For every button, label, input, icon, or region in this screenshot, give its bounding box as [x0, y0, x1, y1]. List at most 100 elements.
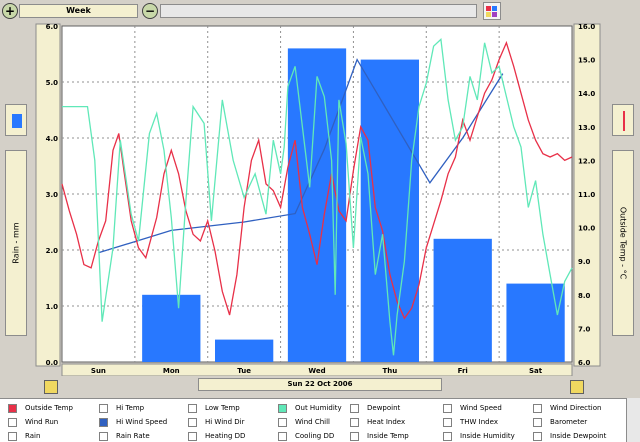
right-tick-label: 12.0 [578, 157, 595, 165]
legend-item-heat-index[interactable]: Heat Index [350, 415, 405, 429]
legend-item-outside-temp[interactable]: Outside Temp [8, 401, 73, 415]
weather-chart: 0.0 1.0 2.0 3.0 4.0 5.0 6.0 6.0 7.0 8.0 9.0 10.0 11.… [35, 23, 601, 376]
legend-checkbox[interactable] [533, 417, 542, 427]
legend-checkbox[interactable] [8, 417, 17, 427]
right-tick-label: 7.0 [578, 325, 591, 333]
legend-item-dewpoint[interactable]: Dewpoint [350, 401, 400, 415]
legend-label: Low Temp [205, 404, 240, 412]
legend-checkbox[interactable] [99, 417, 108, 427]
legend-label: Inside Dewpoint [550, 432, 607, 440]
time-scrollbar[interactable] [160, 4, 477, 18]
legend-label: THW Index [460, 418, 498, 426]
rain-bar [433, 238, 492, 362]
legend-item-low-temp[interactable]: Low Temp [188, 401, 240, 415]
left-tick-label: 0.0 [46, 359, 59, 367]
color-palette-button[interactable] [483, 2, 501, 20]
minus-icon: − [144, 4, 156, 18]
legend-item-hi-temp[interactable]: Hi Temp [99, 401, 144, 415]
legend-label: Inside Humidity [460, 432, 515, 440]
legend-label: Wind Direction [550, 404, 602, 412]
legend-item-wind-speed[interactable]: Wind Speed [443, 401, 502, 415]
right-tick-label: 11.0 [578, 191, 595, 199]
legend-item-rain[interactable]: Rain [8, 429, 40, 442]
legend-label: Wind Speed [460, 404, 502, 412]
right-tick-label: 14.0 [578, 90, 595, 98]
legend-label: Heat Index [367, 418, 406, 426]
left-tick-label: 4.0 [46, 135, 59, 143]
left-axis-label-box: Rain - mm [5, 150, 27, 336]
legend-item-cooling-dd[interactable]: Cooling DD [278, 429, 334, 442]
right-tick-label: 6.0 [578, 359, 591, 367]
legend-checkbox[interactable] [443, 417, 452, 427]
legend-checkbox[interactable] [188, 417, 197, 427]
legend-checkbox[interactable] [350, 431, 359, 441]
left-lock-icon[interactable] [44, 380, 58, 394]
zoom-in-button[interactable]: + [2, 3, 18, 19]
legend-checkbox[interactable] [278, 403, 287, 413]
period-selector[interactable]: Week [19, 4, 138, 18]
palette-icon [486, 6, 497, 17]
legend-item-inside-dewpoint[interactable]: Inside Dewpoint [533, 429, 606, 442]
legend-checkbox[interactable] [278, 431, 287, 441]
legend-item-rain-rate[interactable]: Rain Rate [99, 429, 150, 442]
legend-checkbox[interactable] [188, 403, 197, 413]
x-tick-label: Fri [458, 367, 468, 375]
x-tick-label: Wed [308, 367, 325, 375]
legend-item-inside-temp[interactable]: Inside Temp [350, 429, 409, 442]
rain-bar [506, 283, 565, 362]
legend-checkbox[interactable] [443, 431, 452, 441]
legend-checkbox[interactable] [533, 403, 542, 413]
right-tick-label: 13.0 [578, 124, 595, 132]
x-tick-label: Sun [91, 367, 106, 375]
x-axis-strip [61, 363, 573, 376]
legend-item-heating-dd[interactable]: Heating DD [188, 429, 245, 442]
legend-checkbox[interactable] [188, 431, 197, 441]
left-tick-label: 3.0 [46, 191, 59, 199]
legend-panel: Outside Temp Hi Temp Low Temp Out Humidity D… [0, 398, 626, 442]
right-tick-label: 9.0 [578, 258, 591, 266]
legend-item-wind-direction[interactable]: Wind Direction [533, 401, 601, 415]
date-label: Sun 22 Oct 2006 [287, 380, 353, 388]
right-axis-strip [573, 23, 601, 367]
legend-checkbox[interactable] [8, 431, 17, 441]
legend-checkbox[interactable] [278, 417, 287, 427]
legend-item-wind-run[interactable]: Wind Run [8, 415, 58, 429]
x-tick-label: Sat [529, 367, 543, 375]
legend-item-inside-humidity[interactable]: Inside Humidity [443, 429, 515, 442]
right-tick-label: 16.0 [578, 23, 595, 31]
left-tick-label: 6.0 [46, 23, 59, 31]
legend-label: Hi Temp [116, 404, 145, 412]
right-tick-label: 15.0 [578, 57, 595, 65]
rain-bar [142, 294, 201, 362]
legend-checkbox[interactable] [99, 403, 108, 413]
right-lock-icon[interactable] [570, 380, 584, 394]
legend-label: Hi Wind Speed [116, 418, 168, 426]
temp-swatch-icon [623, 111, 625, 131]
legend-label: Heating DD [205, 432, 246, 440]
outside-temp-line [61, 40, 573, 320]
legend-checkbox[interactable] [99, 431, 108, 441]
left-tick-label: 2.0 [46, 247, 59, 255]
legend-item-hi-wind-dir[interactable]: Hi Wind Dir [188, 415, 244, 429]
zoom-out-button[interactable]: − [142, 3, 158, 19]
legend-checkbox[interactable] [350, 403, 359, 413]
left-axis-strip [35, 23, 61, 367]
legend-item-wind-chill[interactable]: Wind Chill [278, 415, 330, 429]
legend-item-barometer[interactable]: Barometer [533, 415, 587, 429]
right-tick-label: 8.0 [578, 292, 591, 300]
legend-scrollbar[interactable] [626, 398, 640, 442]
legend-label: Rain [25, 432, 41, 440]
left-axis-swatch[interactable] [5, 104, 27, 136]
legend-checkbox[interactable] [533, 431, 542, 441]
legend-item-thw-index[interactable]: THW Index [443, 415, 498, 429]
legend-checkbox[interactable] [350, 417, 359, 427]
legend-item-out-humidity[interactable]: Out Humidity [278, 401, 342, 415]
legend-label: Dewpoint [367, 404, 401, 412]
x-tick-label: Thu [382, 367, 397, 375]
left-tick-label: 5.0 [46, 79, 59, 87]
legend-checkbox[interactable] [8, 403, 17, 413]
rain-swatch-icon [12, 114, 22, 128]
legend-checkbox[interactable] [443, 403, 452, 413]
right-axis-swatch[interactable] [612, 104, 634, 136]
legend-item-hi-wind-speed[interactable]: Hi Wind Speed [99, 415, 167, 429]
